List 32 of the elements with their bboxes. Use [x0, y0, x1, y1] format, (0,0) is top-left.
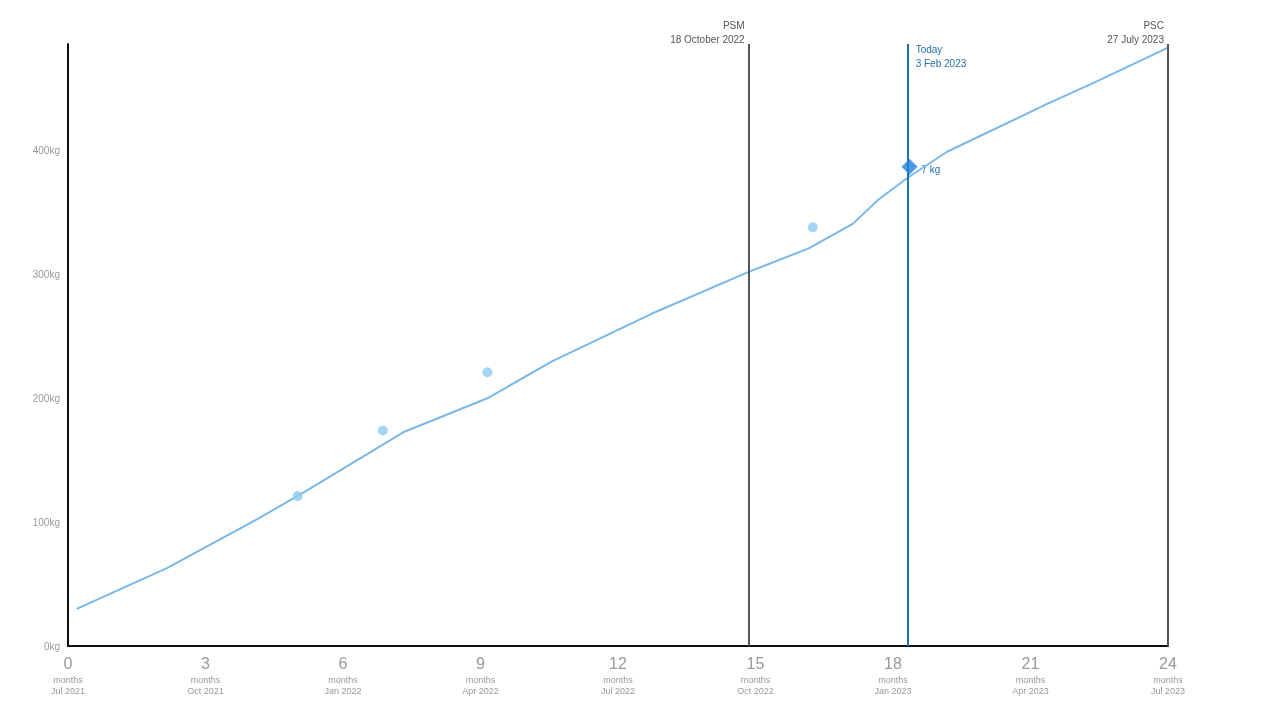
x-tick-label: 3 — [201, 654, 211, 672]
text: months Apr 2022 — [462, 674, 499, 696]
point — [807, 222, 818, 233]
ref-line-label: Today 3 Feb 2023 — [915, 43, 967, 69]
text: months Apr 2023 — [1012, 674, 1049, 696]
y-tick-label: 400kg — [32, 145, 60, 157]
text: months Jul 2022 — [600, 674, 636, 696]
text: months Oct 2021 — [187, 674, 224, 696]
point — [482, 367, 493, 378]
x-tick-label: 24 — [1159, 654, 1177, 672]
text: months Jan 2023 — [874, 674, 912, 696]
point — [292, 491, 303, 502]
x-tick-label: 6 — [338, 654, 348, 672]
text: months Jan 2022 — [324, 674, 362, 696]
y-tick-label: 100kg — [32, 516, 60, 528]
y-tick-label: 200kg — [32, 392, 60, 404]
line-series — [75, 46, 1169, 610]
y-tick-label: 300kg — [32, 268, 60, 280]
x-tick-label: 18 — [884, 654, 902, 672]
x-tick-label: 15 — [746, 654, 765, 672]
y-tick-label: 0kg — [43, 640, 60, 652]
text: months Oct 2022 — [737, 674, 774, 696]
x-tick-label: 0 — [63, 654, 73, 672]
x-tick-label: 12 — [609, 654, 627, 672]
text: months Jul 2023 — [1150, 674, 1186, 696]
point — [377, 425, 388, 436]
x-tick-label: 9 — [476, 654, 486, 672]
ref-line-label: PSM 18 October 2022 — [670, 19, 746, 45]
text: months Jul 2021 — [50, 674, 86, 696]
point — [901, 158, 918, 175]
x-tick-label: 21 — [1021, 654, 1040, 672]
ref-line-label: PSC 27 July 2023 — [1107, 19, 1165, 45]
